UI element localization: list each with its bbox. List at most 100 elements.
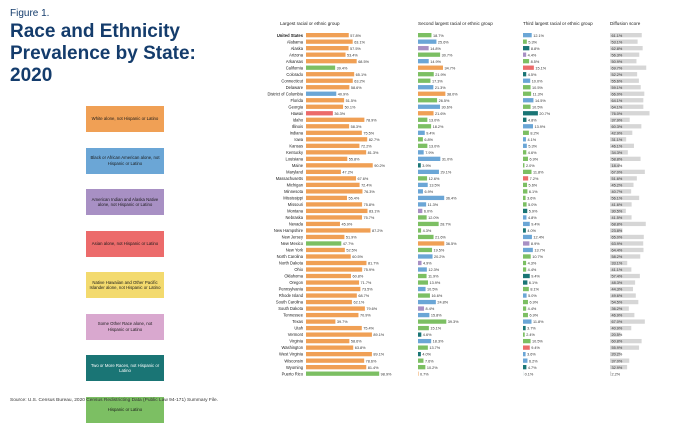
bar-third [523, 66, 534, 70]
bar-largest [306, 352, 372, 356]
bar-third [523, 157, 528, 161]
bar-third [523, 365, 526, 369]
value-third: 5.0% [528, 294, 537, 298]
bar-second [418, 183, 428, 187]
bar-largest [306, 183, 360, 187]
bar-largest [306, 222, 340, 226]
bar-largest [306, 170, 341, 174]
bar-largest [306, 144, 359, 148]
value-second: 24.8% [437, 301, 448, 305]
value-diffusion: 41.6% [612, 203, 623, 207]
bar-third [523, 267, 526, 271]
value-largest: 76.3% [364, 190, 375, 194]
state-label: Kansas [289, 143, 303, 148]
value-third: 13.7% [534, 249, 545, 253]
state-label: Texas [292, 319, 303, 324]
value-third: 4.4% [528, 268, 537, 272]
value-third: 4.8% [528, 118, 537, 122]
value-largest: 45.9% [341, 223, 352, 227]
value-third: 8.5% [531, 60, 540, 64]
value-third: 6.1% [529, 190, 538, 194]
value-diffusion: 37.0% [612, 359, 623, 363]
value-largest: 58.6% [351, 86, 362, 90]
state-label: Illinois [292, 124, 303, 129]
bar-second [418, 157, 440, 161]
value-second: 20.2% [434, 255, 445, 259]
bar-second [418, 228, 421, 232]
value-third: 8.9% [531, 242, 540, 246]
bar-second [418, 372, 419, 376]
value-largest: 39.4% [337, 66, 348, 70]
state-label: United States [277, 33, 304, 38]
value-second: 13.5% [429, 183, 440, 187]
value-diffusion: 64.1% [612, 99, 623, 103]
bar-second [418, 365, 425, 369]
bar-second [418, 46, 429, 50]
state-label: South Carolina [276, 300, 304, 305]
value-largest: 90.2% [374, 164, 385, 168]
value-diffusion: 48.3% [612, 281, 623, 285]
value-largest: 75.7% [364, 216, 375, 220]
value-third: 4.7% [528, 366, 537, 370]
state-label: New Jersey [282, 235, 304, 240]
bar-largest [306, 319, 335, 323]
value-third: 5.6% [529, 183, 538, 187]
value-largest: 87.2% [372, 229, 383, 233]
bar-largest [306, 72, 354, 76]
value-diffusion: 36.2% [612, 307, 623, 311]
value-third: 10.5% [532, 340, 543, 344]
state-label: Oklahoma [284, 274, 303, 279]
value-third: 4.4% [528, 53, 537, 57]
value-second: 39.3% [448, 320, 459, 324]
value-second: 18.7% [433, 34, 444, 38]
bar-third [523, 248, 533, 252]
bar-second [418, 118, 427, 122]
value-second: 21.6% [435, 112, 446, 116]
bar-second [418, 189, 423, 193]
value-largest: 67.6% [358, 177, 369, 181]
bar-third [523, 131, 529, 135]
value-third: 3.7% [527, 327, 536, 331]
value-diffusion: 18.4% [612, 164, 623, 168]
value-diffusion: 60.3% [612, 125, 623, 129]
bar-third [523, 170, 531, 174]
value-diffusion: 53.1% [612, 40, 623, 44]
value-diffusion: 20.2% [612, 353, 623, 357]
value-diffusion: 41.1% [612, 268, 623, 272]
bar-second [418, 359, 423, 363]
bar-third [523, 150, 526, 154]
value-second: 0.7% [420, 372, 429, 376]
value-largest: 36.3% [334, 112, 345, 116]
value-diffusion: 64.1% [612, 105, 623, 109]
value-largest: 50.1% [345, 105, 356, 109]
column-header-1: Largest racial or ethnic group [280, 21, 340, 26]
bar-largest [306, 137, 367, 141]
state-label: Delaware [286, 85, 304, 90]
state-label: North Carolina [277, 254, 304, 259]
value-diffusion: 46.1% [612, 144, 623, 148]
value-third: 2.0% [526, 164, 535, 168]
state-label: Pennsylvania [279, 287, 304, 292]
bar-second [418, 319, 446, 323]
value-largest: 57.5% [350, 47, 361, 51]
state-label: Georgia [288, 104, 303, 109]
value-largest: 79.6% [366, 307, 377, 311]
bar-largest [306, 98, 344, 102]
value-third: 4.6% [528, 151, 537, 155]
column-header-3: Third largest racial or ethnic group [523, 21, 593, 26]
bar-third [523, 196, 526, 200]
value-second: 4.0% [422, 353, 431, 357]
value-third: 13.9% [535, 125, 546, 129]
value-largest: 47.7% [343, 242, 354, 246]
state-label: Virginia [289, 339, 303, 344]
state-label: Iowa [294, 137, 303, 142]
value-diffusion: 33.1% [612, 262, 623, 266]
value-second: 36.5% [446, 242, 457, 246]
bar-second [418, 287, 426, 291]
value-second: 34.7% [444, 66, 455, 70]
value-third: 10.0% [532, 79, 543, 83]
bar-third [523, 300, 528, 304]
bar-third [523, 72, 526, 76]
state-label: Maryland [286, 169, 304, 174]
value-third: 11.8% [533, 320, 544, 324]
